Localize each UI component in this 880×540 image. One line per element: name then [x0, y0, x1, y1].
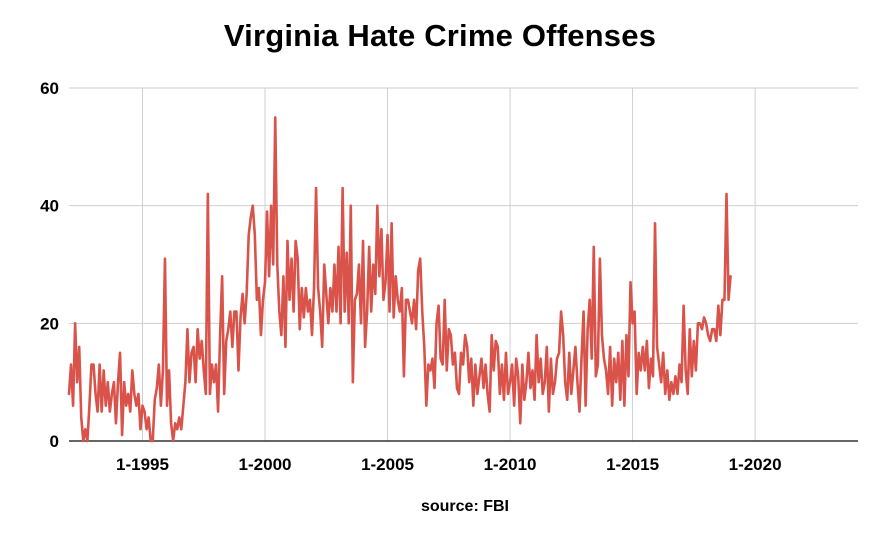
series-layer [67, 116, 732, 443]
y-tick-label-0: 0 [50, 432, 59, 451]
y-tick-label-40: 40 [40, 197, 59, 216]
x-tick-label-2005: 1-2005 [361, 455, 414, 474]
source-note: source: FBI [420, 498, 509, 515]
y-tick-label-20: 20 [40, 314, 59, 333]
series-line-0 [67, 116, 732, 443]
x-tick-label-2010: 1-2010 [484, 455, 537, 474]
x-tick-label-2020: 1-2020 [729, 455, 782, 474]
chart-title: Virginia Hate Crime Offenses [223, 18, 657, 53]
tick-labels: 0 20 40 60 1-1995 1-2000 1-2005 1-2010 1-2015 1-2… [40, 79, 781, 474]
y-tick-label-60: 60 [40, 79, 59, 98]
x-tick-label-2000: 1-2000 [239, 455, 292, 474]
gridlines [69, 87, 858, 441]
x-tick-label-1995: 1-1995 [116, 455, 169, 474]
x-tick-label-2015: 1-2015 [606, 455, 659, 474]
